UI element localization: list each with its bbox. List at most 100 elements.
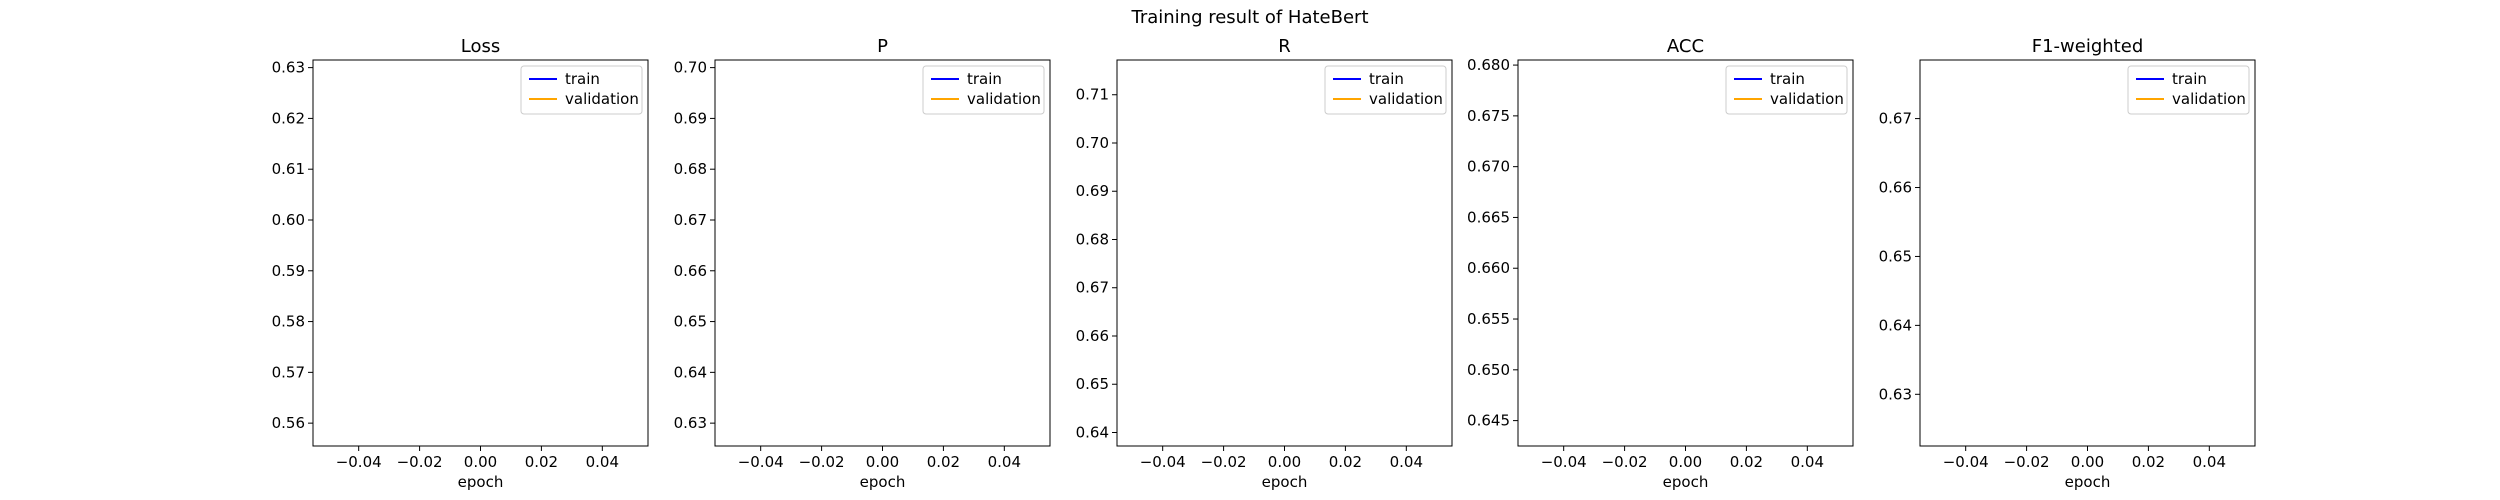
y-tick-label: 0.670 xyxy=(1467,158,1510,176)
y-tick-label: 0.63 xyxy=(674,414,707,432)
chart-panel-3: R −0.04 −0.02 0.00 0.02 0.04 0.64 0.65 0.66 0.67 0… xyxy=(1076,36,1453,491)
x-tick-label: 0.02 xyxy=(1730,453,1763,471)
legend-label: validation xyxy=(967,90,1041,108)
x-tick-label: −0.02 xyxy=(2004,453,2050,471)
y-tick-label: 0.67 xyxy=(1879,110,1912,128)
y-tick-label: 0.66 xyxy=(1076,327,1109,345)
x-tick-label: −0.04 xyxy=(738,453,784,471)
legend: train validation xyxy=(1725,65,1848,115)
x-tick-label: −0.02 xyxy=(1602,453,1648,471)
legend-label: train xyxy=(1369,70,1404,88)
x-tick-label: 0.00 xyxy=(2071,453,2104,471)
y-tick-label: 0.62 xyxy=(272,109,305,127)
x-axis-label: epoch xyxy=(860,473,906,491)
panel-title: ACC xyxy=(1667,36,1704,57)
y-tick-label: 0.63 xyxy=(272,59,305,77)
x-tick-label: 0.00 xyxy=(464,453,497,471)
legend-label: train xyxy=(967,70,1002,88)
y-tick-label: 0.680 xyxy=(1467,56,1510,74)
x-tick-label: 0.00 xyxy=(866,453,899,471)
y-tick-label: 0.69 xyxy=(674,109,707,127)
chart-panel-5: F1-weighted −0.04 −0.02 0.00 0.02 0.04 0.63 0.6… xyxy=(1879,36,2256,491)
x-tick-label: 0.02 xyxy=(525,453,558,471)
x-tick-label: −0.04 xyxy=(1541,453,1587,471)
plot-frame xyxy=(312,59,649,447)
panel-title: F1-weighted xyxy=(2032,36,2144,57)
x-tick-label: 0.02 xyxy=(927,453,960,471)
y-tick-label: 0.68 xyxy=(674,160,707,178)
x-tick-label: 0.04 xyxy=(586,453,619,471)
x-tick-label: 0.04 xyxy=(988,453,1021,471)
plot-frame xyxy=(1919,59,2256,447)
x-axis-label: epoch xyxy=(2065,473,2111,491)
legend-label: train xyxy=(2172,70,2207,88)
y-tick-label: 0.66 xyxy=(674,262,707,280)
y-tick-label: 0.655 xyxy=(1467,310,1510,328)
plot-frame xyxy=(714,59,1051,447)
legend: train validation xyxy=(922,65,1045,115)
y-tick-label: 0.650 xyxy=(1467,361,1510,379)
y-tick-label: 0.59 xyxy=(272,262,305,280)
x-tick-label: −0.04 xyxy=(1943,453,1989,471)
x-tick-label: 0.04 xyxy=(2193,453,2226,471)
x-axis-label: epoch xyxy=(458,473,504,491)
chart-panel-1: Loss −0.04 −0.02 0.00 0.02 0.04 0.56 0.57 0.58 0.… xyxy=(272,36,649,491)
y-tick-label: 0.70 xyxy=(1076,134,1109,152)
chart-panel-4: ACC −0.04 −0.02 0.00 0.02 0.04 0.645 0.650 0.655… xyxy=(1467,36,1854,491)
figure-suptitle: Training result of HateBert xyxy=(1130,7,1368,28)
y-tick-label: 0.65 xyxy=(674,313,707,331)
y-tick-label: 0.71 xyxy=(1076,86,1109,104)
panel-title: R xyxy=(1278,36,1291,57)
y-tick-label: 0.64 xyxy=(674,363,707,381)
x-axis-label: epoch xyxy=(1262,473,1308,491)
y-tick-label: 0.66 xyxy=(1879,179,1912,197)
chart-panels: Loss −0.04 −0.02 0.00 0.02 0.04 0.56 0.57 0.58 0.… xyxy=(272,36,2256,491)
legend-label: train xyxy=(565,70,600,88)
y-tick-label: 0.67 xyxy=(1076,279,1109,297)
y-tick-label: 0.69 xyxy=(1076,182,1109,200)
legend-label: validation xyxy=(2172,90,2246,108)
x-tick-label: −0.04 xyxy=(336,453,382,471)
x-tick-label: 0.04 xyxy=(1791,453,1824,471)
y-tick-label: 0.65 xyxy=(1076,375,1109,393)
x-tick-label: −0.04 xyxy=(1140,453,1186,471)
y-tick-label: 0.63 xyxy=(1879,385,1912,403)
y-tick-label: 0.60 xyxy=(272,211,305,229)
panel-title: Loss xyxy=(461,36,500,57)
y-tick-label: 0.64 xyxy=(1076,423,1109,441)
panel-title: P xyxy=(877,36,888,57)
x-axis-label: epoch xyxy=(1663,473,1709,491)
y-tick-label: 0.56 xyxy=(272,414,305,432)
legend-label: validation xyxy=(1770,90,1844,108)
x-tick-label: 0.00 xyxy=(1669,453,1702,471)
y-tick-label: 0.58 xyxy=(272,313,305,331)
x-tick-label: −0.02 xyxy=(799,453,845,471)
legend: train validation xyxy=(2127,65,2250,115)
y-tick-label: 0.675 xyxy=(1467,107,1510,125)
chart-panel-2: P −0.04 −0.02 0.00 0.02 0.04 0.63 0.64 0.65 0.66 0… xyxy=(674,36,1051,491)
y-tick-label: 0.61 xyxy=(272,160,305,178)
y-tick-label: 0.57 xyxy=(272,363,305,381)
legend-label: validation xyxy=(565,90,639,108)
legend: train validation xyxy=(1324,65,1447,115)
y-tick-label: 0.65 xyxy=(1879,247,1912,265)
legend: train validation xyxy=(520,65,643,115)
x-tick-label: 0.04 xyxy=(1390,453,1423,471)
y-tick-label: 0.64 xyxy=(1879,316,1912,334)
y-tick-label: 0.665 xyxy=(1467,208,1510,226)
x-tick-label: 0.00 xyxy=(1268,453,1301,471)
legend-label: train xyxy=(1770,70,1805,88)
y-tick-label: 0.645 xyxy=(1467,412,1510,430)
legend-label: validation xyxy=(1369,90,1443,108)
y-tick-label: 0.660 xyxy=(1467,259,1510,277)
x-tick-label: −0.02 xyxy=(397,453,443,471)
x-tick-label: 0.02 xyxy=(1329,453,1362,471)
x-tick-label: −0.02 xyxy=(1201,453,1247,471)
plot-frame xyxy=(1116,59,1453,447)
y-tick-label: 0.68 xyxy=(1076,230,1109,248)
x-tick-label: 0.02 xyxy=(2132,453,2165,471)
y-tick-label: 0.70 xyxy=(674,59,707,77)
y-tick-label: 0.67 xyxy=(674,211,707,229)
plot-frame xyxy=(1517,59,1854,447)
